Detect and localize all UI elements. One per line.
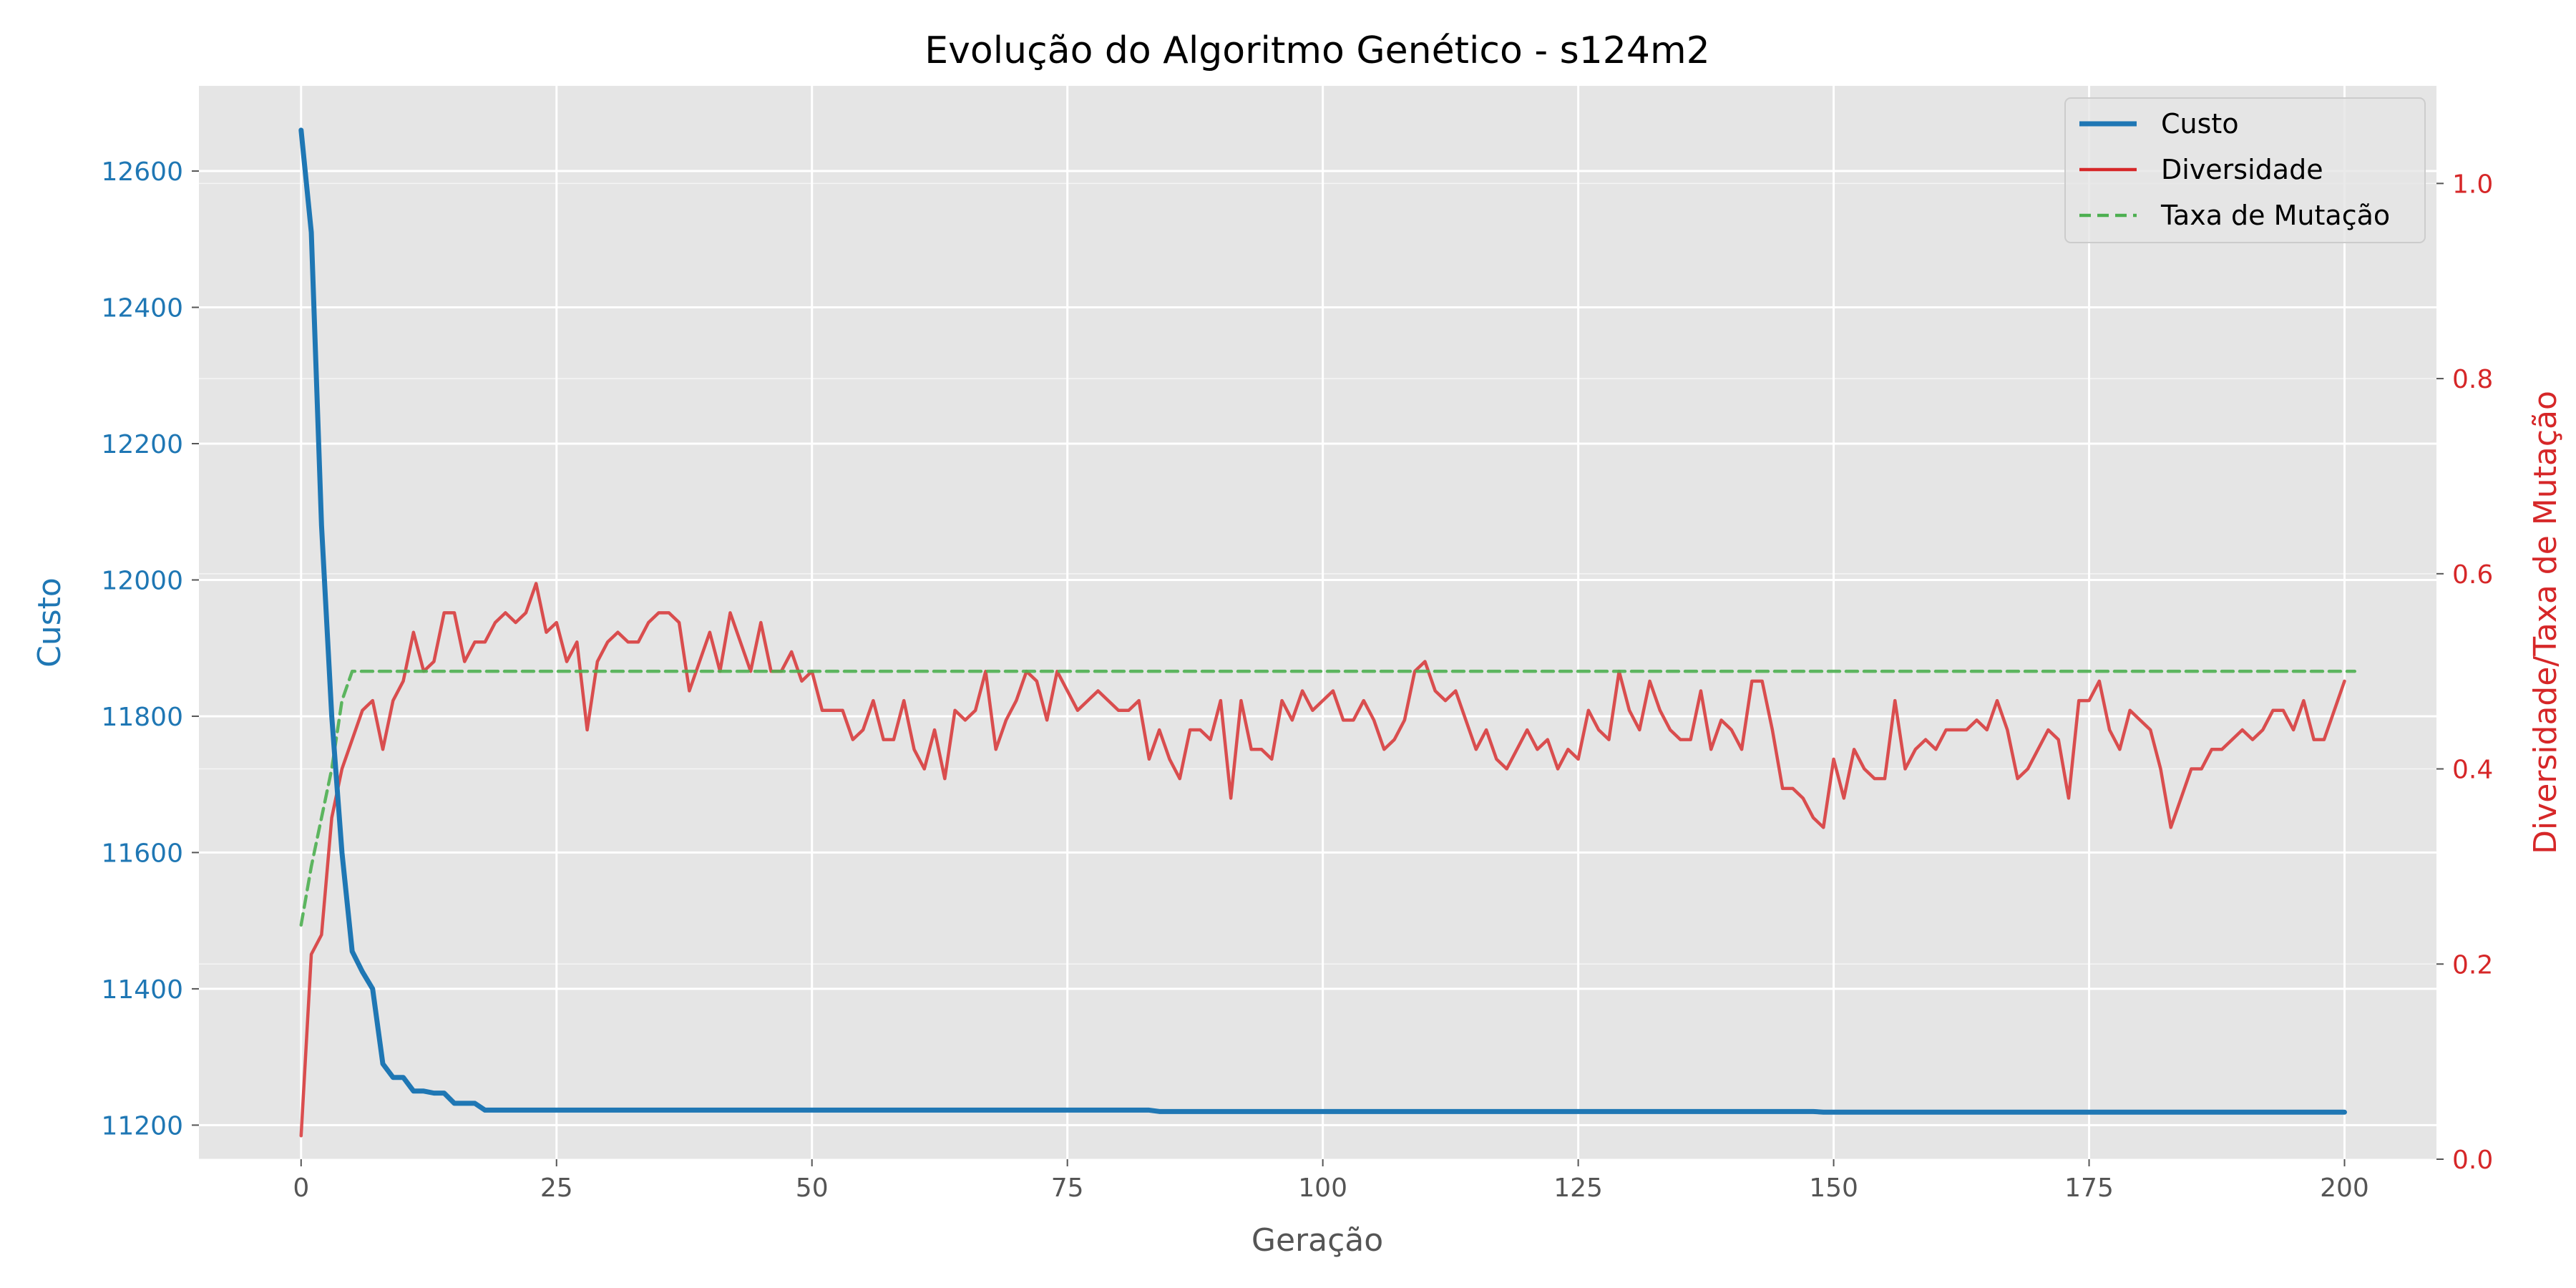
y-tick-label: 12400 — [101, 294, 183, 323]
chart-title: Evolução do Algoritmo Genético - s124m2 — [924, 29, 1709, 72]
y-right-tick-label: 0.4 — [2452, 756, 2493, 785]
plot-area — [199, 86, 2436, 1159]
series-line-taxa-de-muta-o — [299, 669, 2357, 927]
y-axis-title: Custo — [31, 577, 68, 668]
x-axis-title: Geração — [1252, 1222, 1383, 1259]
y-right-tick-label: 0.2 — [2452, 950, 2493, 980]
y-right-tick-label: 0.6 — [2452, 560, 2493, 590]
legend-label-taxa-de-mutacao: Taxa de Mutação — [2160, 200, 2390, 231]
series-line-diversidade — [299, 582, 2346, 1138]
y-tick-label: 12200 — [101, 430, 183, 459]
x-tick-label: 175 — [2064, 1174, 2114, 1203]
y-tick-label: 11600 — [101, 839, 183, 868]
x-tick-label: 50 — [796, 1174, 829, 1203]
y-axis-right-title: Diversidade/Taxa de Mutação — [2527, 391, 2564, 854]
x-tick-label: 75 — [1051, 1174, 1084, 1203]
x-tick-label: 200 — [2320, 1174, 2369, 1203]
y-right-tick-label: 1.0 — [2452, 170, 2493, 199]
legend-label-diversidade: Diversidade — [2161, 154, 2323, 185]
y-right-tick-label: 0.0 — [2452, 1146, 2493, 1175]
y-right-tick-label: 0.8 — [2452, 365, 2493, 394]
y-tick-label: 12000 — [101, 566, 183, 595]
series-line-custo — [298, 127, 2347, 1115]
x-tick-label: 100 — [1298, 1174, 1347, 1203]
axes: 0 25 50 75 100 125 150 175 200 11200 11400 11600 118… — [101, 157, 2493, 1203]
x-tick-label: 0 — [293, 1174, 309, 1203]
x-tick-label: 150 — [1809, 1174, 1858, 1203]
legend-label-custo: Custo — [2161, 108, 2239, 140]
y-tick-label: 12600 — [101, 157, 183, 187]
y-tick-label: 11800 — [101, 703, 183, 732]
legend-box — [2064, 97, 2426, 243]
series-lines — [298, 127, 2357, 1138]
legend: Custo Diversidade Taxa de Mutação — [2064, 97, 2426, 243]
y-tick-label: 11200 — [101, 1111, 183, 1141]
x-tick-label: 125 — [1553, 1174, 1603, 1203]
y-tick-label: 11400 — [101, 975, 183, 1005]
x-tick-label: 25 — [540, 1174, 573, 1203]
